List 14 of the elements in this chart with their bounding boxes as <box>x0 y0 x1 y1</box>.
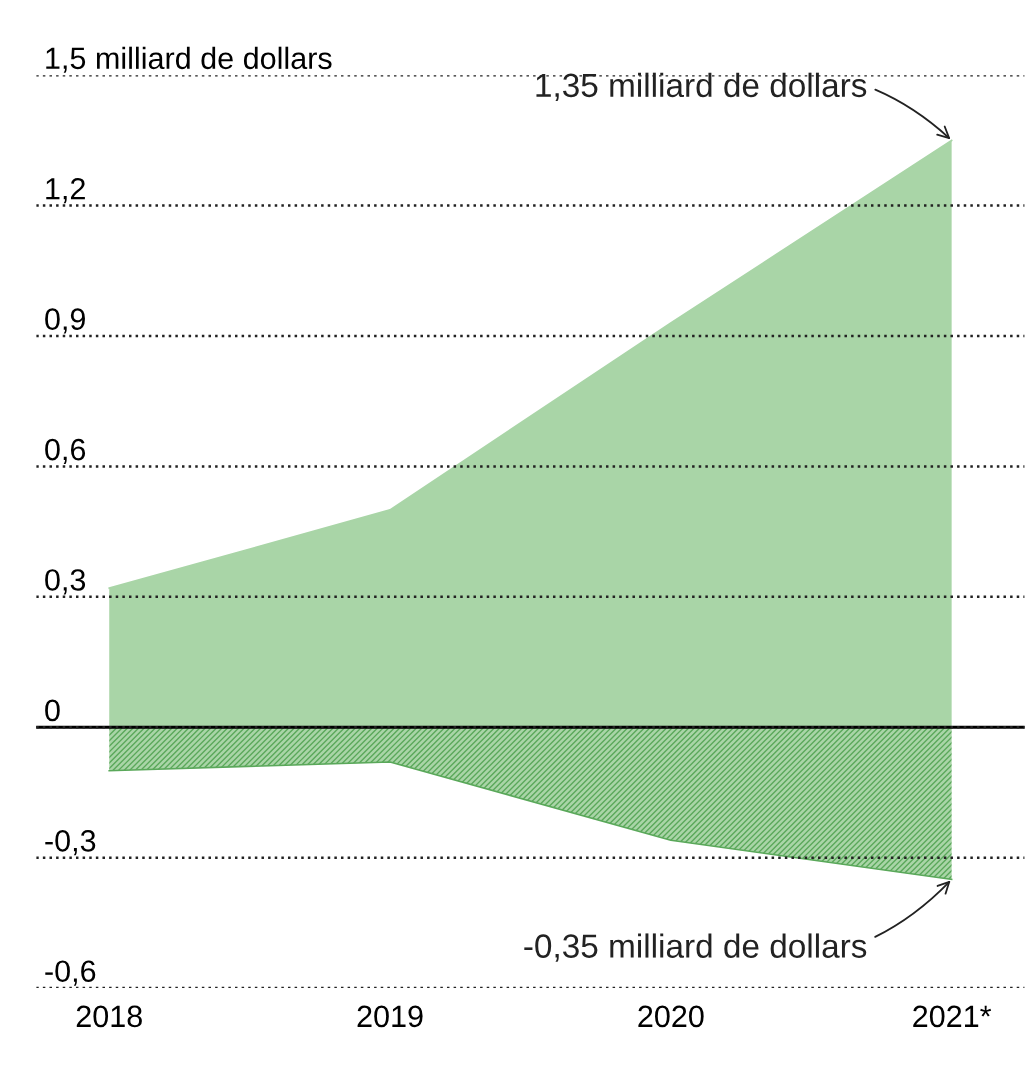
annotation: 1,35 milliard de dollars <box>536 72 867 102</box>
x-tick-label: 2019 <box>357 1005 423 1028</box>
x-tick-label: 2018 <box>76 1005 142 1028</box>
y-tick-label: -0,3 <box>45 829 96 856</box>
y-tick-label: 0,6 <box>45 438 86 464</box>
y-tick-label: 1,2 <box>46 177 85 204</box>
y-tick-label: 1,5 milliard de dollars <box>46 46 332 73</box>
y-tick-label: 0 <box>45 699 60 722</box>
x-tick-label: 2021* <box>913 1005 992 1028</box>
y-tick-label: 0,9 <box>45 308 85 334</box>
y-tick-label: 0,3 <box>45 569 86 595</box>
y-tick-label: -0,6 <box>45 960 96 986</box>
annotation: -0,35 milliard de dollars <box>524 933 867 962</box>
x-tick-label: 2020 <box>638 1005 704 1028</box>
